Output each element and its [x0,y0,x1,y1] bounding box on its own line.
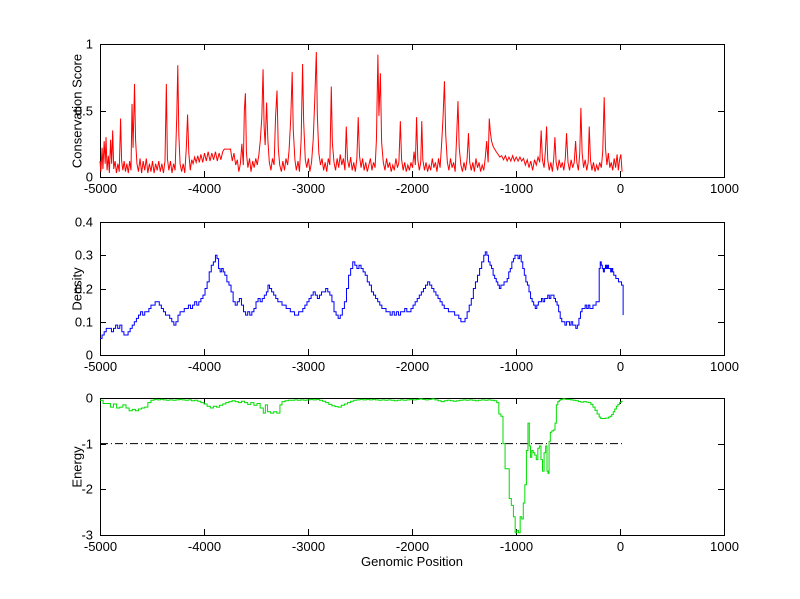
series-conservation-line [99,51,623,174]
y-axis-label-energy: Energy [69,446,85,488]
subplot-1-x-tick-label: -5000 [84,181,117,196]
subplot-3-x-tick-label: -3000 [292,539,325,554]
subplot-1-x-tick-label: -2000 [396,181,429,196]
subplot-2-x-tick-label: 0 [617,359,624,374]
subplot-3-box [100,398,725,536]
subplot-3-x-tick-label: -2000 [396,539,429,554]
subplot-3-x-tick-label: 0 [617,539,624,554]
subplot-2-x-tick-label: -1000 [500,359,533,374]
y-axis-label-conservation-score: Conservation Score [69,53,85,169]
subplot-1-x-tick-label: 1000 [710,181,739,196]
subplot-2-box [100,222,725,356]
subplot-2-x-tick-label: -2000 [396,359,429,374]
subplot-2-y-tick-label: 0.3 [75,248,93,263]
subplot-3-x-tick-label: -1000 [500,539,533,554]
subplot-2-y-tick-label: 0.1 [75,315,93,330]
subplot-3-x-tick-label: -5000 [84,539,117,554]
subplot-3-y-tick-label: 0 [86,391,93,406]
subplot-3-y-tick-label: -2 [81,482,93,497]
subplot-2-y-tick-label: 0 [86,348,93,363]
subplot-2-x-tick-label: 1000 [710,359,739,374]
subplot-2-y-tick-label: 0.2 [75,282,93,297]
subplot-3-y-tick-label: -1 [81,437,93,452]
subplot-1-x-tick-label: 0 [617,181,624,196]
subplot-3-x-tick-label: 1000 [710,539,739,554]
subplot-1-x-tick-label: -4000 [188,181,221,196]
subplot-1-x-tick-label: -1000 [500,181,533,196]
subplot-1-y-tick-label: 0 [86,170,93,185]
subplot-3-x-tick-label: -4000 [188,539,221,554]
subplot-1-y-tick-label: 1 [86,37,93,52]
subplot-1-y-tick-label: 0.5 [75,104,93,119]
subplot-3-y-tick-label: -3 [81,528,93,543]
subplot-2-x-tick-label: -4000 [188,359,221,374]
subplot-2-y-tick-label: 0.4 [75,215,93,230]
subplot-2-x-tick-label: -3000 [292,359,325,374]
subplot-1-x-tick-label: -3000 [292,181,325,196]
y-axis-label-density: Density [69,267,85,311]
x-axis-label-genomic-position: Genomic Position [361,554,463,569]
series-energy-line [100,398,623,534]
series-density-line [100,251,624,339]
subplot-2-x-tick-label: -5000 [84,359,117,374]
